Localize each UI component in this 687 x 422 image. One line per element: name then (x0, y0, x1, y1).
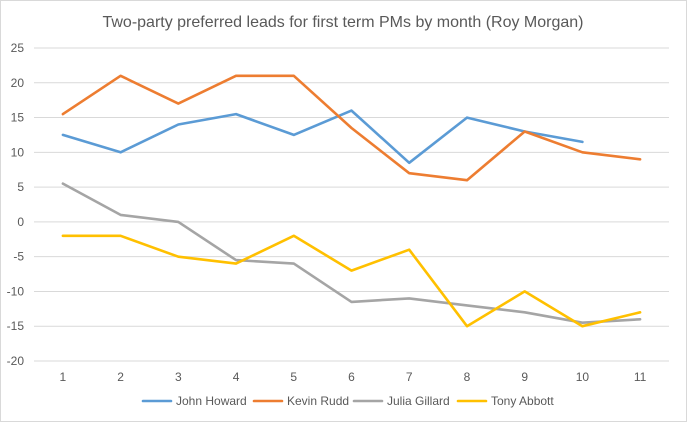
y-tick-label: -20 (7, 354, 25, 368)
x-tick-label: 5 (290, 370, 297, 384)
series-line-tony-abbott (61, 234, 642, 328)
x-tick-label: 7 (406, 370, 413, 384)
y-tick-label: -5 (13, 250, 24, 264)
x-tick-label: 4 (233, 370, 240, 384)
legend-label: Kevin Rudd (287, 394, 349, 408)
y-tick-label: 25 (11, 41, 25, 55)
y-tick-label: 5 (17, 180, 24, 194)
x-tick-label: 2 (117, 370, 124, 384)
series-lines (61, 74, 642, 328)
legend-label: Julia Gillard (387, 394, 450, 408)
x-tick-label: 1 (60, 370, 67, 384)
gridlines (34, 47, 669, 362)
x-tick-label: 10 (576, 370, 590, 384)
x-tick-label: 9 (521, 370, 528, 384)
y-tick-label: 15 (11, 111, 25, 125)
legend-label: John Howard (176, 394, 247, 408)
chart-title: Two-party preferred leads for first term… (102, 14, 583, 31)
legend-label: Tony Abbott (491, 394, 554, 408)
x-tick-label: 3 (175, 370, 182, 384)
x-tick-label: 6 (348, 370, 355, 384)
y-tick-label: 10 (11, 145, 25, 159)
legend: John Howard Kevin Rudd Julia Gillard Tony A… (141, 394, 554, 408)
y-tick-label: -15 (7, 319, 25, 333)
y-tick-label: 20 (11, 76, 25, 90)
y-tick-label: -10 (7, 284, 25, 298)
y-tick-label: 0 (17, 215, 24, 229)
series-line-john-howard (61, 109, 584, 165)
x-tick-label: 8 (464, 370, 471, 384)
series-line-julia-gillard (61, 182, 642, 324)
axes: 25 20 15 10 5 0 -5 -10 -15 -20 1 2 3 4 5 6 7 8 9 10 11 (7, 41, 647, 384)
x-tick-label: 11 (634, 370, 647, 384)
series-line-kevin-rudd (61, 74, 642, 182)
